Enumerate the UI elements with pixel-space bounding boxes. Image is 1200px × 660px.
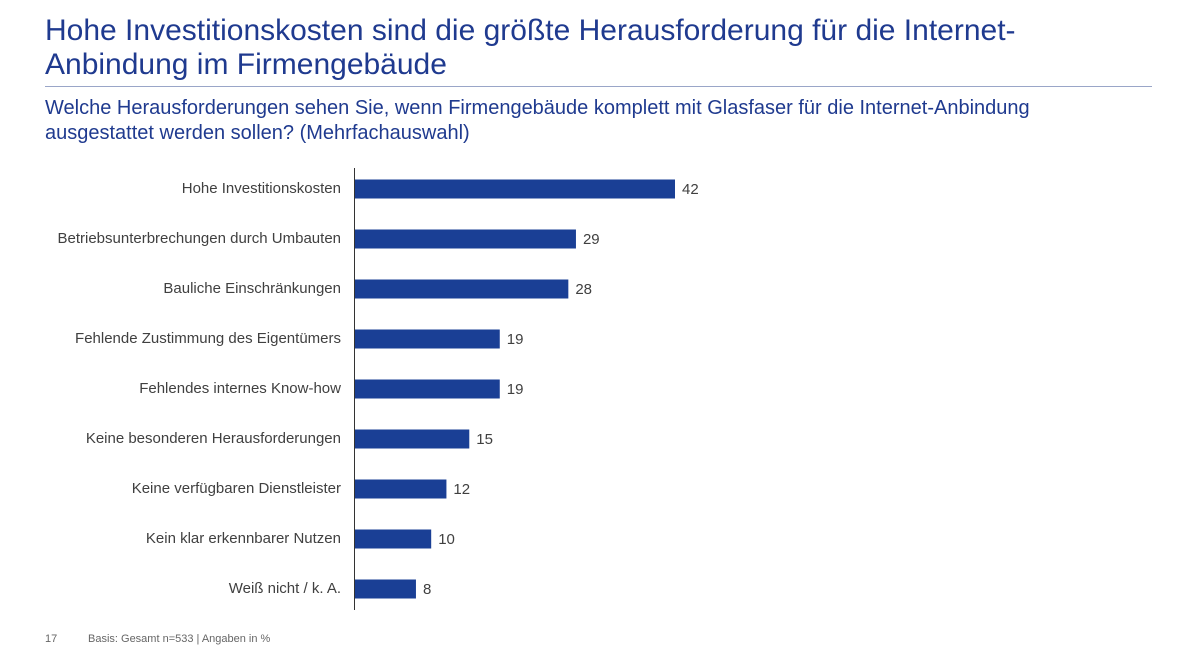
category-label: Keine verfügbaren Dienstleister [132, 480, 341, 497]
data-label: 19 [507, 331, 524, 348]
category-label: Keine besonderen Herausforderungen [86, 430, 341, 447]
bar [355, 279, 569, 299]
category-label: Hohe Investitionskosten [182, 180, 341, 197]
footnote: Basis: Gesamt n=533 | Angaben in % [88, 633, 271, 645]
bar [355, 229, 576, 249]
bar [355, 179, 675, 199]
data-label: 42 [682, 181, 699, 198]
bar [355, 429, 470, 449]
bar [355, 379, 500, 399]
bar [355, 529, 432, 549]
data-label: 28 [575, 281, 592, 298]
category-label: Fehlende Zustimmung des Eigentümers [75, 330, 341, 347]
bar [355, 329, 500, 349]
category-label: Weiß nicht / k. A. [229, 580, 341, 597]
category-label: Bauliche Einschränkungen [163, 280, 341, 297]
chart-subtitle: Welche Herausforderungen sehen Sie, wenn… [45, 97, 1030, 144]
category-label: Kein klar erkennbarer Nutzen [146, 530, 341, 547]
data-label: 19 [507, 381, 524, 398]
title-rule [45, 86, 1152, 87]
data-label: 15 [476, 431, 493, 448]
data-label: 29 [583, 231, 600, 248]
bar [355, 479, 447, 499]
data-label: 12 [453, 481, 470, 498]
chart-title: Hohe Investitionskosten sind die größte … [45, 14, 1016, 81]
data-label: 8 [423, 581, 431, 598]
category-label: Fehlendes internes Know-how [139, 380, 341, 397]
bar [355, 579, 416, 599]
data-label: 10 [438, 531, 455, 548]
page-number: 17 [45, 633, 58, 645]
category-label: Betriebsunterbrechungen durch Umbauten [57, 230, 341, 247]
